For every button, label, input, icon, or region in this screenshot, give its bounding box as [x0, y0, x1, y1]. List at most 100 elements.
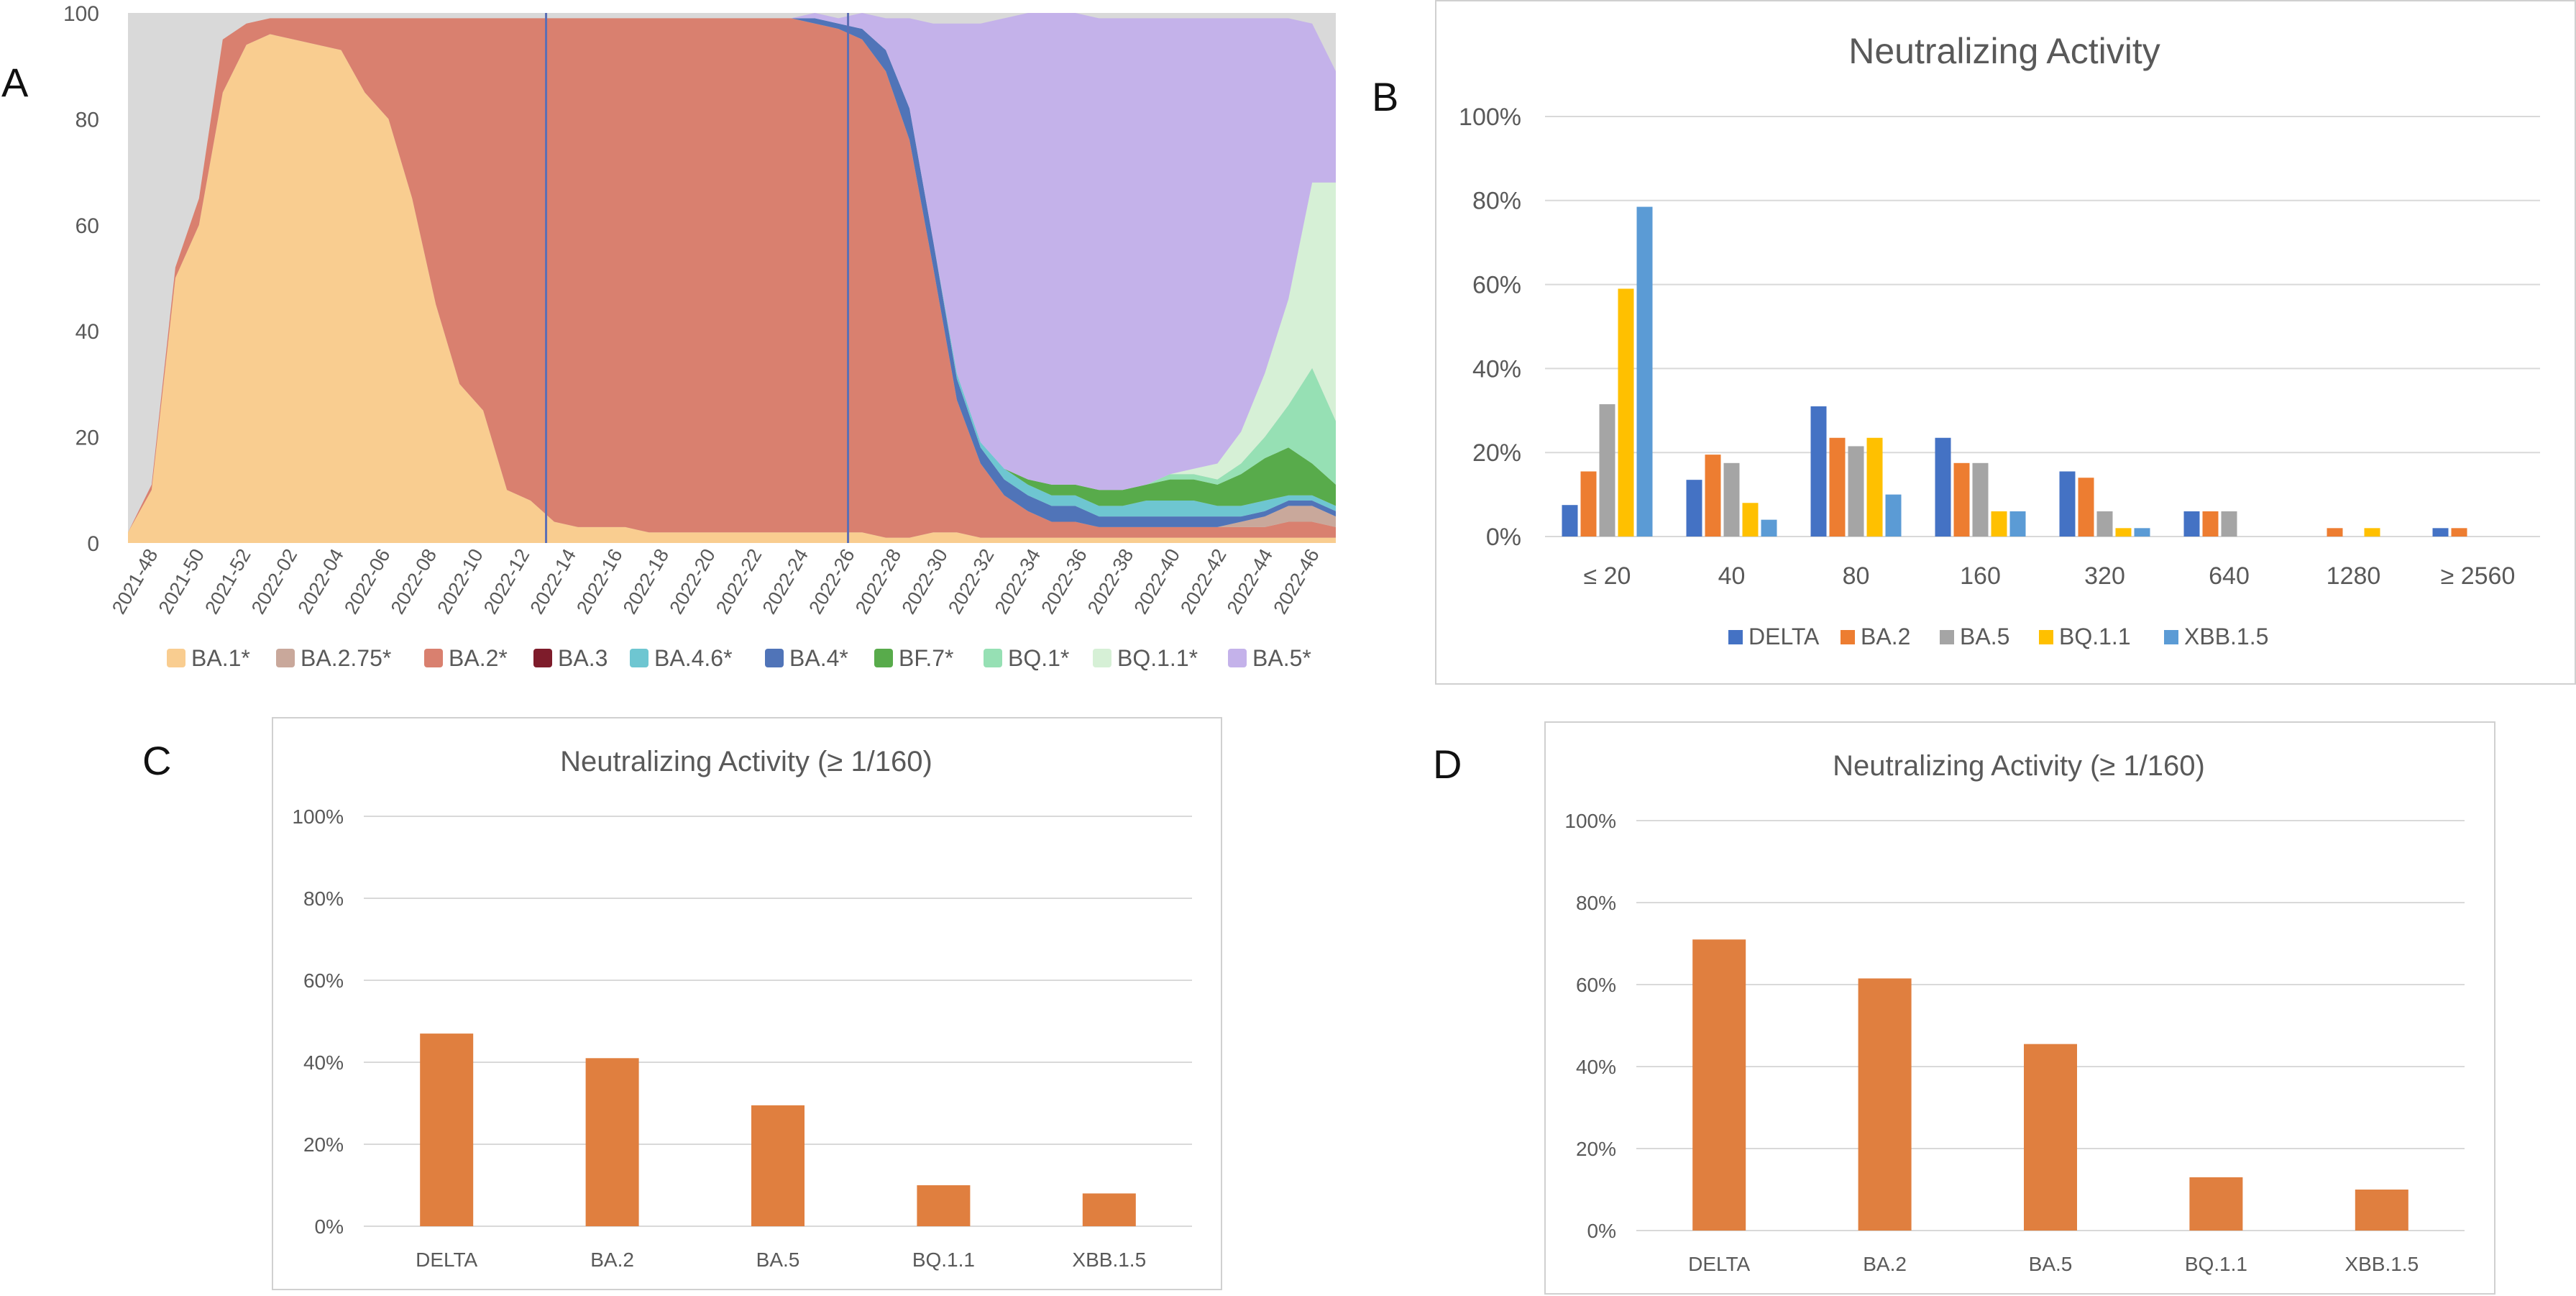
bar-ba-5: [1723, 462, 1740, 537]
bar-bq-1-1: [2189, 1177, 2243, 1231]
x-tick-label: ≤ 20: [1584, 562, 1631, 590]
bar-xbb-1-5: [2355, 1190, 2408, 1231]
legend-label-ba-5: BA.5: [1960, 624, 2009, 649]
y-tick-label: 20%: [303, 1133, 344, 1156]
chart-b-legend: DELTA BA.2 BA.5 BQ.1.1 XBB.1.5: [1728, 624, 2268, 649]
x-tick-label: 40: [1718, 562, 1746, 590]
bar-ba-5: [751, 1105, 805, 1226]
legend-swatch-ba-2: [1841, 630, 1855, 644]
x-tick-label: 320: [2084, 562, 2125, 590]
bar-ba-5: [2221, 511, 2237, 537]
y-tick-label: 20%: [1472, 439, 1521, 467]
legend-label-ba-4: BA.4*: [789, 645, 848, 671]
bar-delta: [1562, 505, 1578, 537]
y-tick-label: 20%: [1576, 1138, 1616, 1160]
legend-label-ba-5: BA.5*: [1252, 645, 1311, 671]
legend-swatch-bf-7: [874, 649, 893, 667]
bar-delta: [1935, 437, 1951, 537]
y-tick-label: 80%: [1472, 188, 1521, 215]
y-tick-label: 100: [63, 2, 99, 26]
legend-label-ba-1: BA.1*: [191, 645, 250, 671]
legend-label-bf-7: BF.7*: [899, 645, 953, 671]
legend-swatch-delta: [1728, 630, 1743, 644]
bar-bq-1-1: [917, 1185, 971, 1226]
x-tick-label: BQ.1.1: [912, 1249, 975, 1271]
legend-label-ba-2: BA.2: [1861, 624, 1910, 649]
x-tick-label: 640: [2209, 562, 2250, 590]
x-tick-label: BA.5: [2029, 1253, 2073, 1275]
panel-label-b: B: [1372, 74, 1399, 119]
area-bq-1: [128, 18, 1336, 533]
chart-c-title: Neutralizing Activity (≥ 1/160): [560, 746, 932, 777]
bar-ba-5: [1848, 446, 1864, 537]
bar-xbb-1-5: [1761, 519, 1777, 537]
y-tick-label: 100%: [1564, 810, 1616, 832]
y-tick-label: 0%: [1486, 524, 1521, 551]
bar-bq-1-1: [1991, 511, 2007, 537]
bar-ba-5: [1599, 404, 1615, 537]
chart-b-x-axis: ≤ 20 40 80 160 320 640 1280 ≥ 2560: [1584, 562, 2516, 590]
y-tick-label: 0: [87, 532, 99, 556]
bar-delta: [2432, 528, 2449, 537]
legend-swatch-ba-4-6: [630, 649, 648, 667]
bar-xbb-1-5: [2134, 528, 2150, 537]
bar-xbb-1-5: [1082, 1193, 1136, 1226]
bar-bq-1-1: [1742, 503, 1759, 537]
legend-label-ba-4-6: BA.4.6*: [654, 645, 733, 671]
legend-swatch-ba-5: [1940, 630, 1954, 644]
bar-bq-1-1: [1618, 288, 1634, 537]
y-tick-label: 80%: [1576, 892, 1616, 914]
y-tick-label: 40%: [303, 1051, 344, 1074]
chart-c-x-axis: DELTA BA.2 BA.5 BQ.1.1 XBB.1.5: [416, 1249, 1146, 1271]
x-tick-label: XBB.1.5: [2344, 1253, 2419, 1275]
legend-swatch-ba-3: [533, 649, 552, 667]
legend-swatch-bq-1: [984, 649, 1002, 667]
bar-ba-2: [1580, 471, 1597, 537]
bar-bq-1-1: [2364, 528, 2380, 537]
legend-label-xbb-1-5: XBB.1.5: [2184, 624, 2268, 649]
x-tick-label: 1280: [2327, 562, 2381, 590]
bar-bq-1-1: [1866, 437, 1883, 537]
legend-label-bq-1-1: BQ.1.1*: [1117, 645, 1198, 671]
bar-ba-2: [2202, 511, 2219, 537]
chart-d-x-axis: DELTA BA.2 BA.5 BQ.1.1 XBB.1.5: [1688, 1253, 2419, 1275]
bar-ba-2: [585, 1058, 639, 1226]
bar-delta: [420, 1033, 474, 1226]
legend-swatch-bq-1-1: [2039, 630, 2053, 644]
bar-delta: [1810, 406, 1827, 537]
bar-delta: [1692, 939, 1746, 1231]
chart-d-title: Neutralizing Activity (≥ 1/160): [1833, 750, 2205, 782]
bar-ba-2: [1829, 437, 1846, 537]
y-tick-label: 40%: [1472, 355, 1521, 383]
chart-a-y-axis: 0 20 40 60 80 100: [63, 2, 99, 556]
bar-xbb-1-5: [2009, 511, 2026, 537]
legend-swatch-ba-2: [424, 649, 443, 667]
area-ba-5: [128, 13, 1336, 533]
y-tick-label: 0%: [315, 1215, 344, 1238]
legend-label-ba-3: BA.3: [558, 645, 608, 671]
chart-b: Neutralizing Activity 0% 20% 40% 60% 80% 100%…: [1459, 31, 2540, 649]
legend-label-bq-1-1: BQ.1.1: [2059, 624, 2131, 649]
legend-swatch-ba-5: [1228, 649, 1247, 667]
bar-delta: [2183, 511, 2200, 537]
x-tick-label: 2022-46: [1269, 545, 1324, 618]
chart-d-bars: [1692, 939, 2408, 1231]
bar-ba-2: [2327, 528, 2343, 537]
x-tick-label: BQ.1.1: [2185, 1253, 2247, 1275]
bar-ba-2: [1858, 978, 1912, 1231]
legend-label-delta: DELTA: [1748, 624, 1820, 649]
legend-label-bq-1: BQ.1*: [1008, 645, 1069, 671]
bar-ba-2: [2451, 528, 2467, 537]
bar-bq-1-1: [2115, 528, 2132, 537]
panel-label-a: A: [1, 60, 29, 105]
chart-b-title: Neutralizing Activity: [1848, 31, 2160, 71]
chart-c-bars: [420, 1033, 1136, 1226]
bar-delta: [1686, 480, 1702, 537]
y-tick-label: 60%: [1472, 272, 1521, 299]
y-tick-label: 80%: [303, 887, 344, 910]
chart-a-legend: BA.1* BA.2.75* BA.2* BA.3 BA.4.6* BA.4* BF.7* B…: [167, 645, 1311, 671]
bar-ba-2: [1953, 462, 1970, 537]
y-tick-label: 40%: [1576, 1056, 1616, 1078]
y-tick-label: 40: [75, 320, 99, 344]
area-ba-2: [128, 18, 1336, 538]
